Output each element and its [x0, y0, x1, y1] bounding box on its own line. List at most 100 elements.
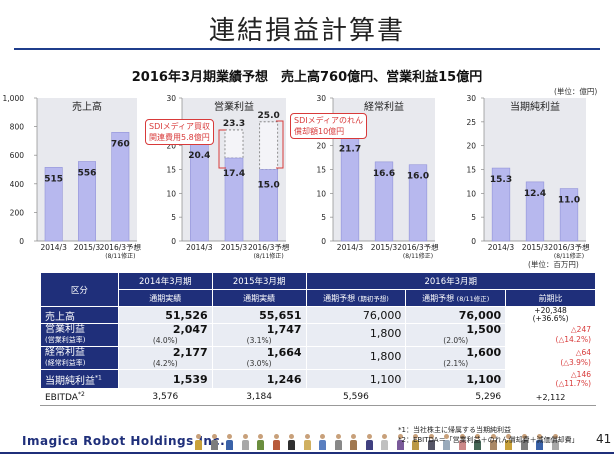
- bar-value-label: 16.0: [407, 172, 429, 182]
- ebitda-2015: 3,184: [211, 388, 307, 406]
- x-tick-sublabel: (8/11修正): [403, 252, 433, 260]
- x-tick-label: 2016/3予想: [248, 242, 290, 252]
- ebitda-2016-revised: 5,296: [405, 388, 507, 406]
- y-tick-label: 10: [166, 189, 176, 198]
- net-income-2015: 1,246: [211, 369, 307, 389]
- x-tick-label: 2014/3: [488, 243, 515, 252]
- person-figure-icon: [350, 434, 357, 450]
- bar: [491, 167, 511, 242]
- subheader-yoy: 前期比: [505, 289, 596, 307]
- y-tick-label: 800: [10, 123, 25, 132]
- x-tick-sublabel: (8/11修正): [105, 252, 135, 260]
- x-tick-label: 2015/3: [221, 243, 248, 252]
- x-tick-label: 2016/3予想: [548, 242, 590, 252]
- dashed-total-label: 23.3: [223, 119, 245, 129]
- y-tick-label: 10: [316, 189, 326, 198]
- chart-title: 営業利益: [214, 100, 254, 113]
- sales-2016-revised: 76,000: [405, 306, 507, 324]
- person-figure-icon: [396, 434, 404, 450]
- ebitda-2016-initial: 5,596: [305, 388, 407, 406]
- table-row: 売上高 51,526 55,651 76,000 76,000 +20,348(…: [40, 306, 596, 324]
- annotation-goodwill: SDIメディアのれん 償却額10億円: [290, 113, 368, 139]
- table-row: 経常利益 (経常利益率) 2,177 (4.2%) 1,664 (3.0%) 1,80…: [40, 346, 596, 370]
- footnotes: *1：当社株主に帰属する当期純利益 *2：EBITDA＝「営業利益＋のれん償却費…: [398, 425, 579, 445]
- bar-value-label: 15.0: [258, 181, 280, 191]
- ordinary-income-2016-initial: 1,800: [305, 346, 407, 370]
- person-figure-icon: [474, 434, 481, 450]
- title-underline: [14, 48, 600, 50]
- sales-2015: 55,651: [211, 306, 307, 324]
- op-income-yoy: △247 (△14.2%): [505, 323, 596, 347]
- net-income-yoy: △146 (△11.7%): [505, 369, 596, 389]
- bar-value-label: 760: [111, 139, 130, 149]
- dashed-total-label: 25.0: [258, 111, 280, 121]
- sales-2016-initial: 76,000: [305, 306, 407, 324]
- bar: [259, 169, 278, 242]
- x-tick-label: 2014/3: [186, 243, 213, 252]
- x-tick-label: 2014/3: [337, 243, 364, 252]
- person-figure-icon: [288, 434, 295, 450]
- person-figure-icon: [551, 434, 559, 450]
- table-header-row: 区分 2014年3月期 2015年3月期 2016年3月期: [40, 272, 597, 307]
- y-tick-label: 20: [466, 142, 476, 151]
- person-figure-icon: [381, 434, 388, 450]
- op-income-2015: 1,747 (3.1%): [211, 323, 307, 347]
- bar: [559, 188, 579, 242]
- y-tick-label: 30: [316, 94, 326, 103]
- y-tick-label: 10: [466, 189, 476, 198]
- y-tick-label: 15: [166, 166, 176, 175]
- x-tick-label: 2016/3予想: [100, 242, 142, 252]
- y-tick-label: 5: [471, 213, 476, 222]
- bar-value-label: 515: [44, 174, 63, 184]
- ordinary-income-yoy: △64 (△3.9%): [505, 346, 596, 370]
- person-figure-icon: [303, 434, 311, 450]
- person-figure-icon: [334, 434, 342, 450]
- bar-dashed-total: [224, 129, 244, 159]
- y-tick-label: 0: [19, 237, 24, 246]
- bar: [44, 167, 63, 242]
- person-figure-icon: [272, 434, 280, 450]
- subheader-2016-revised: 通期予想 (8/11修正): [405, 289, 507, 307]
- annotation-bracket-1: [218, 129, 226, 169]
- bar-value-label: 12.4: [524, 189, 546, 199]
- header-2014: 2014年3月期: [117, 272, 213, 290]
- table-subheader-row: 通期実績 通期実績 通期予想 (期初予想) 通期予想 (8/11修正) 前期比: [41, 289, 596, 307]
- bar-value-label: 20.4: [188, 151, 210, 161]
- x-tick-label: 2015/3: [74, 243, 101, 252]
- slide-title: 連結損益計算書: [208, 16, 405, 46]
- person-figure-icon: [319, 434, 326, 450]
- y-tick-label: 200: [10, 208, 25, 217]
- ebitda-yoy: +2,112: [505, 388, 596, 406]
- row-label-ordinary-income: 経常利益 (経常利益率): [40, 346, 119, 370]
- footnote-1: *1：当社株主に帰属する当期純利益: [398, 426, 511, 434]
- annotation-bracket-2: [276, 120, 284, 169]
- bar: [374, 161, 394, 242]
- op-income-2016-initial: 1,800: [305, 323, 407, 347]
- row-label-net-income: 当期純利益*1: [40, 369, 119, 389]
- footer-rule: [0, 452, 614, 454]
- sales-yoy: +20,348 (+36.6%): [505, 306, 596, 324]
- chart-title: 経常利益: [364, 100, 404, 113]
- y-tick-label: 20: [316, 142, 326, 151]
- bar-dashed-total: [259, 121, 279, 170]
- row-label-op-income: 営業利益 (営業利益率): [40, 323, 119, 347]
- net-income-2016-revised: 1,100: [405, 369, 507, 389]
- slide-subtitle: 2016年3月期業績予想 売上高760億円、営業利益15億円: [131, 70, 483, 85]
- person-figure-icon: [241, 434, 249, 450]
- y-tick-label: 5: [321, 213, 326, 222]
- person-figure-icon: [365, 434, 373, 450]
- bar-value-label: 17.4: [223, 169, 245, 179]
- y-tick-label: 20: [166, 142, 176, 151]
- person-figure-icon: [257, 434, 264, 450]
- person-figure-icon: [443, 434, 450, 450]
- person-figure-icon: [412, 434, 419, 450]
- unit-label-charts: (単位：億円): [554, 87, 598, 96]
- person-figure-icon: [536, 434, 543, 450]
- bar: [224, 157, 244, 242]
- net-income-2014: 1,539: [117, 369, 213, 389]
- x-tick-sublabel: (8/11修正): [254, 252, 284, 260]
- y-tick-label: 5: [171, 213, 176, 222]
- bar: [525, 181, 545, 242]
- op-income-2016-revised: 1,500 (2.0%): [405, 323, 507, 347]
- y-tick-label: 30: [166, 94, 176, 103]
